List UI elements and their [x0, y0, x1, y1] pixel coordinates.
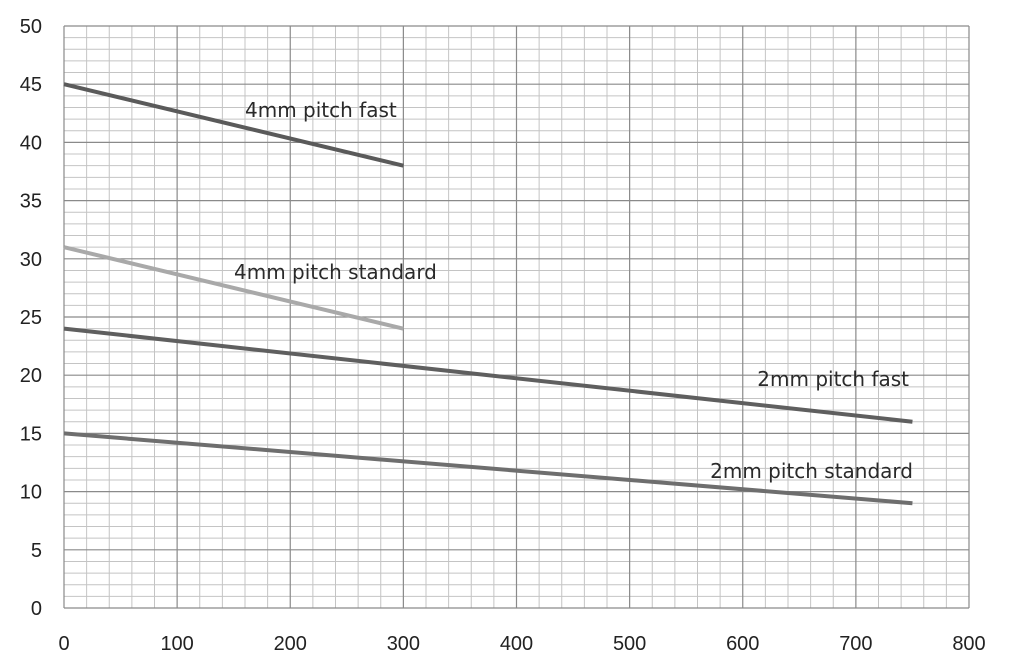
- major-gridlines: [63, 25, 970, 609]
- series-label-2mm-pitch-standard: 2mm pitch standard: [710, 459, 913, 483]
- series-label-4mm-pitch-standard: 4mm pitch standard: [234, 260, 437, 284]
- series-line-2mm-pitch-fast: [63, 326, 913, 424]
- series-line-4mm-pitch-fast: [63, 82, 404, 168]
- x-tick-label: 300: [387, 633, 420, 655]
- x-tick-label: 0: [58, 633, 69, 655]
- y-tick-label: 20: [20, 365, 42, 387]
- x-tick-label: 200: [274, 633, 307, 655]
- y-tick-label: 10: [20, 482, 42, 504]
- y-tick-label: 30: [20, 249, 42, 271]
- y-tick-label: 45: [20, 74, 42, 96]
- series-lines: [63, 82, 913, 506]
- y-tick-label: 40: [20, 132, 42, 154]
- series-label-2mm-pitch-fast: 2mm pitch fast: [757, 367, 909, 391]
- series-line-2mm-pitch-standard: [63, 431, 913, 506]
- x-tick-label: 500: [613, 633, 646, 655]
- x-tick-label: 100: [160, 633, 193, 655]
- series-labels: 4mm pitch fast 4mm pitch standard 2mm pi…: [234, 98, 913, 483]
- y-tick-label: 50: [20, 16, 42, 38]
- x-tick-label: 700: [839, 633, 872, 655]
- y-tick-label: 15: [20, 423, 42, 445]
- x-tick-label: 600: [726, 633, 759, 655]
- x-axis-tick-labels: 0 100 200 300 400 500 600 700 800: [58, 633, 985, 655]
- series-line-4mm-pitch-standard: [63, 245, 404, 331]
- x-tick-label: 400: [500, 633, 533, 655]
- series-label-4mm-pitch-fast: 4mm pitch fast: [245, 98, 397, 122]
- y-tick-label: 35: [20, 191, 42, 213]
- y-tick-label: 5: [31, 540, 42, 562]
- y-axis-tick-labels: 0 5 10 15 20 25 30 35 40 45 50: [20, 16, 42, 620]
- x-tick-label: 800: [952, 633, 985, 655]
- y-tick-label: 25: [20, 307, 42, 329]
- y-tick-label: 0: [31, 598, 42, 620]
